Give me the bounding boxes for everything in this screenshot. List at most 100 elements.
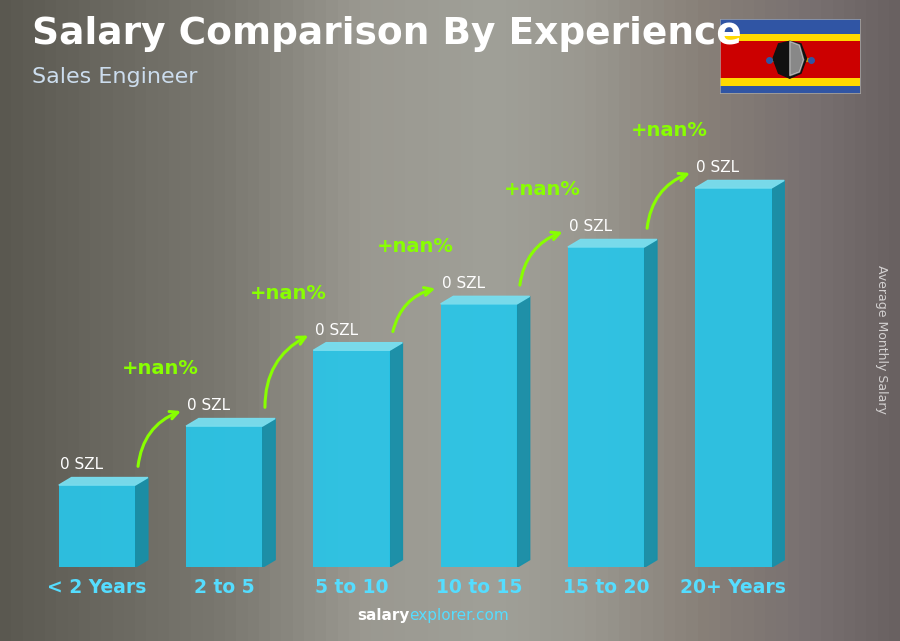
FancyBboxPatch shape xyxy=(112,0,124,641)
FancyBboxPatch shape xyxy=(79,0,90,641)
FancyBboxPatch shape xyxy=(186,426,263,567)
FancyBboxPatch shape xyxy=(394,0,405,641)
FancyBboxPatch shape xyxy=(441,304,517,567)
FancyBboxPatch shape xyxy=(810,0,821,641)
FancyBboxPatch shape xyxy=(619,0,630,641)
FancyBboxPatch shape xyxy=(101,0,112,641)
FancyBboxPatch shape xyxy=(695,188,771,567)
FancyBboxPatch shape xyxy=(686,0,698,641)
Polygon shape xyxy=(186,419,275,426)
Polygon shape xyxy=(773,41,806,78)
FancyBboxPatch shape xyxy=(360,0,371,641)
Text: +nan%: +nan% xyxy=(377,237,454,256)
FancyBboxPatch shape xyxy=(698,0,709,641)
Text: Salary Comparison By Experience: Salary Comparison By Experience xyxy=(32,16,742,52)
FancyBboxPatch shape xyxy=(146,0,158,641)
FancyBboxPatch shape xyxy=(439,0,450,641)
FancyBboxPatch shape xyxy=(574,0,585,641)
FancyBboxPatch shape xyxy=(596,0,608,641)
FancyBboxPatch shape xyxy=(731,0,742,641)
Text: 0 SZL: 0 SZL xyxy=(569,219,612,235)
FancyBboxPatch shape xyxy=(68,0,79,641)
FancyBboxPatch shape xyxy=(472,0,484,641)
FancyBboxPatch shape xyxy=(382,0,394,641)
Polygon shape xyxy=(771,181,784,567)
FancyBboxPatch shape xyxy=(866,0,878,641)
FancyBboxPatch shape xyxy=(248,0,259,641)
FancyBboxPatch shape xyxy=(461,0,472,641)
Polygon shape xyxy=(313,343,402,350)
Text: 0 SZL: 0 SZL xyxy=(187,399,230,413)
FancyBboxPatch shape xyxy=(855,0,866,641)
Polygon shape xyxy=(790,41,804,76)
Polygon shape xyxy=(568,240,657,247)
FancyBboxPatch shape xyxy=(169,0,180,641)
FancyBboxPatch shape xyxy=(562,0,574,641)
Polygon shape xyxy=(695,181,784,188)
FancyBboxPatch shape xyxy=(180,0,191,641)
FancyBboxPatch shape xyxy=(56,0,68,641)
FancyBboxPatch shape xyxy=(630,0,641,641)
FancyBboxPatch shape xyxy=(551,0,562,641)
Polygon shape xyxy=(135,478,148,567)
Polygon shape xyxy=(263,419,275,567)
FancyBboxPatch shape xyxy=(124,0,135,641)
FancyBboxPatch shape xyxy=(292,0,304,641)
Text: Sales Engineer: Sales Engineer xyxy=(32,67,197,87)
FancyBboxPatch shape xyxy=(889,0,900,641)
FancyBboxPatch shape xyxy=(338,0,349,641)
FancyBboxPatch shape xyxy=(484,0,495,641)
FancyBboxPatch shape xyxy=(742,0,754,641)
FancyBboxPatch shape xyxy=(518,0,529,641)
FancyBboxPatch shape xyxy=(608,0,619,641)
Text: +nan%: +nan% xyxy=(504,180,580,199)
FancyBboxPatch shape xyxy=(313,350,390,567)
Text: +nan%: +nan% xyxy=(631,121,708,140)
Text: 0 SZL: 0 SZL xyxy=(315,322,357,338)
FancyBboxPatch shape xyxy=(191,0,202,641)
Text: 0 SZL: 0 SZL xyxy=(697,160,740,176)
FancyBboxPatch shape xyxy=(720,34,859,41)
FancyBboxPatch shape xyxy=(720,86,859,93)
FancyBboxPatch shape xyxy=(270,0,281,641)
FancyBboxPatch shape xyxy=(641,0,652,641)
FancyBboxPatch shape xyxy=(371,0,382,641)
FancyBboxPatch shape xyxy=(0,0,11,641)
FancyBboxPatch shape xyxy=(11,0,22,641)
FancyBboxPatch shape xyxy=(349,0,360,641)
Text: salary: salary xyxy=(357,608,410,623)
FancyBboxPatch shape xyxy=(428,0,439,641)
FancyBboxPatch shape xyxy=(720,19,859,34)
Polygon shape xyxy=(441,296,530,304)
FancyBboxPatch shape xyxy=(135,0,146,641)
FancyBboxPatch shape xyxy=(709,0,720,641)
Text: Average Monthly Salary: Average Monthly Salary xyxy=(875,265,887,414)
FancyBboxPatch shape xyxy=(45,0,56,641)
Text: +nan%: +nan% xyxy=(122,360,199,378)
FancyBboxPatch shape xyxy=(405,0,416,641)
FancyBboxPatch shape xyxy=(202,0,214,641)
FancyBboxPatch shape xyxy=(236,0,248,641)
FancyBboxPatch shape xyxy=(844,0,855,641)
FancyBboxPatch shape xyxy=(315,0,326,641)
FancyBboxPatch shape xyxy=(529,0,540,641)
FancyBboxPatch shape xyxy=(720,0,731,641)
FancyBboxPatch shape xyxy=(652,0,664,641)
Polygon shape xyxy=(390,343,402,567)
FancyBboxPatch shape xyxy=(416,0,428,641)
FancyBboxPatch shape xyxy=(214,0,225,641)
FancyBboxPatch shape xyxy=(821,0,833,641)
Text: 0 SZL: 0 SZL xyxy=(60,458,104,472)
FancyBboxPatch shape xyxy=(90,0,101,641)
FancyBboxPatch shape xyxy=(832,0,844,641)
FancyBboxPatch shape xyxy=(799,0,810,641)
FancyBboxPatch shape xyxy=(326,0,338,641)
FancyBboxPatch shape xyxy=(720,78,859,86)
Text: +nan%: +nan% xyxy=(249,284,327,303)
FancyBboxPatch shape xyxy=(765,0,776,641)
FancyBboxPatch shape xyxy=(22,0,34,641)
Polygon shape xyxy=(517,296,530,567)
FancyBboxPatch shape xyxy=(281,0,292,641)
FancyBboxPatch shape xyxy=(720,41,859,78)
FancyBboxPatch shape xyxy=(585,0,596,641)
